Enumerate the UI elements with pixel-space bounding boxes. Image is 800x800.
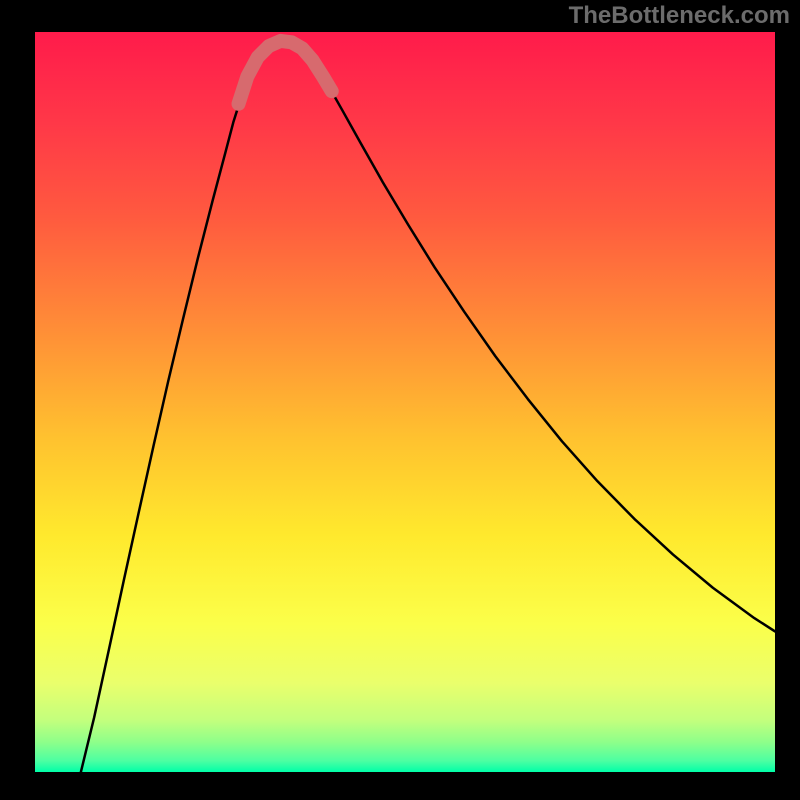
plot-area [35,32,775,772]
curve-layer [35,32,775,772]
main-curve [81,39,775,772]
overlay-curve [239,41,332,104]
chart-frame: TheBottleneck.com [0,0,800,800]
watermark-text: TheBottleneck.com [569,2,790,30]
